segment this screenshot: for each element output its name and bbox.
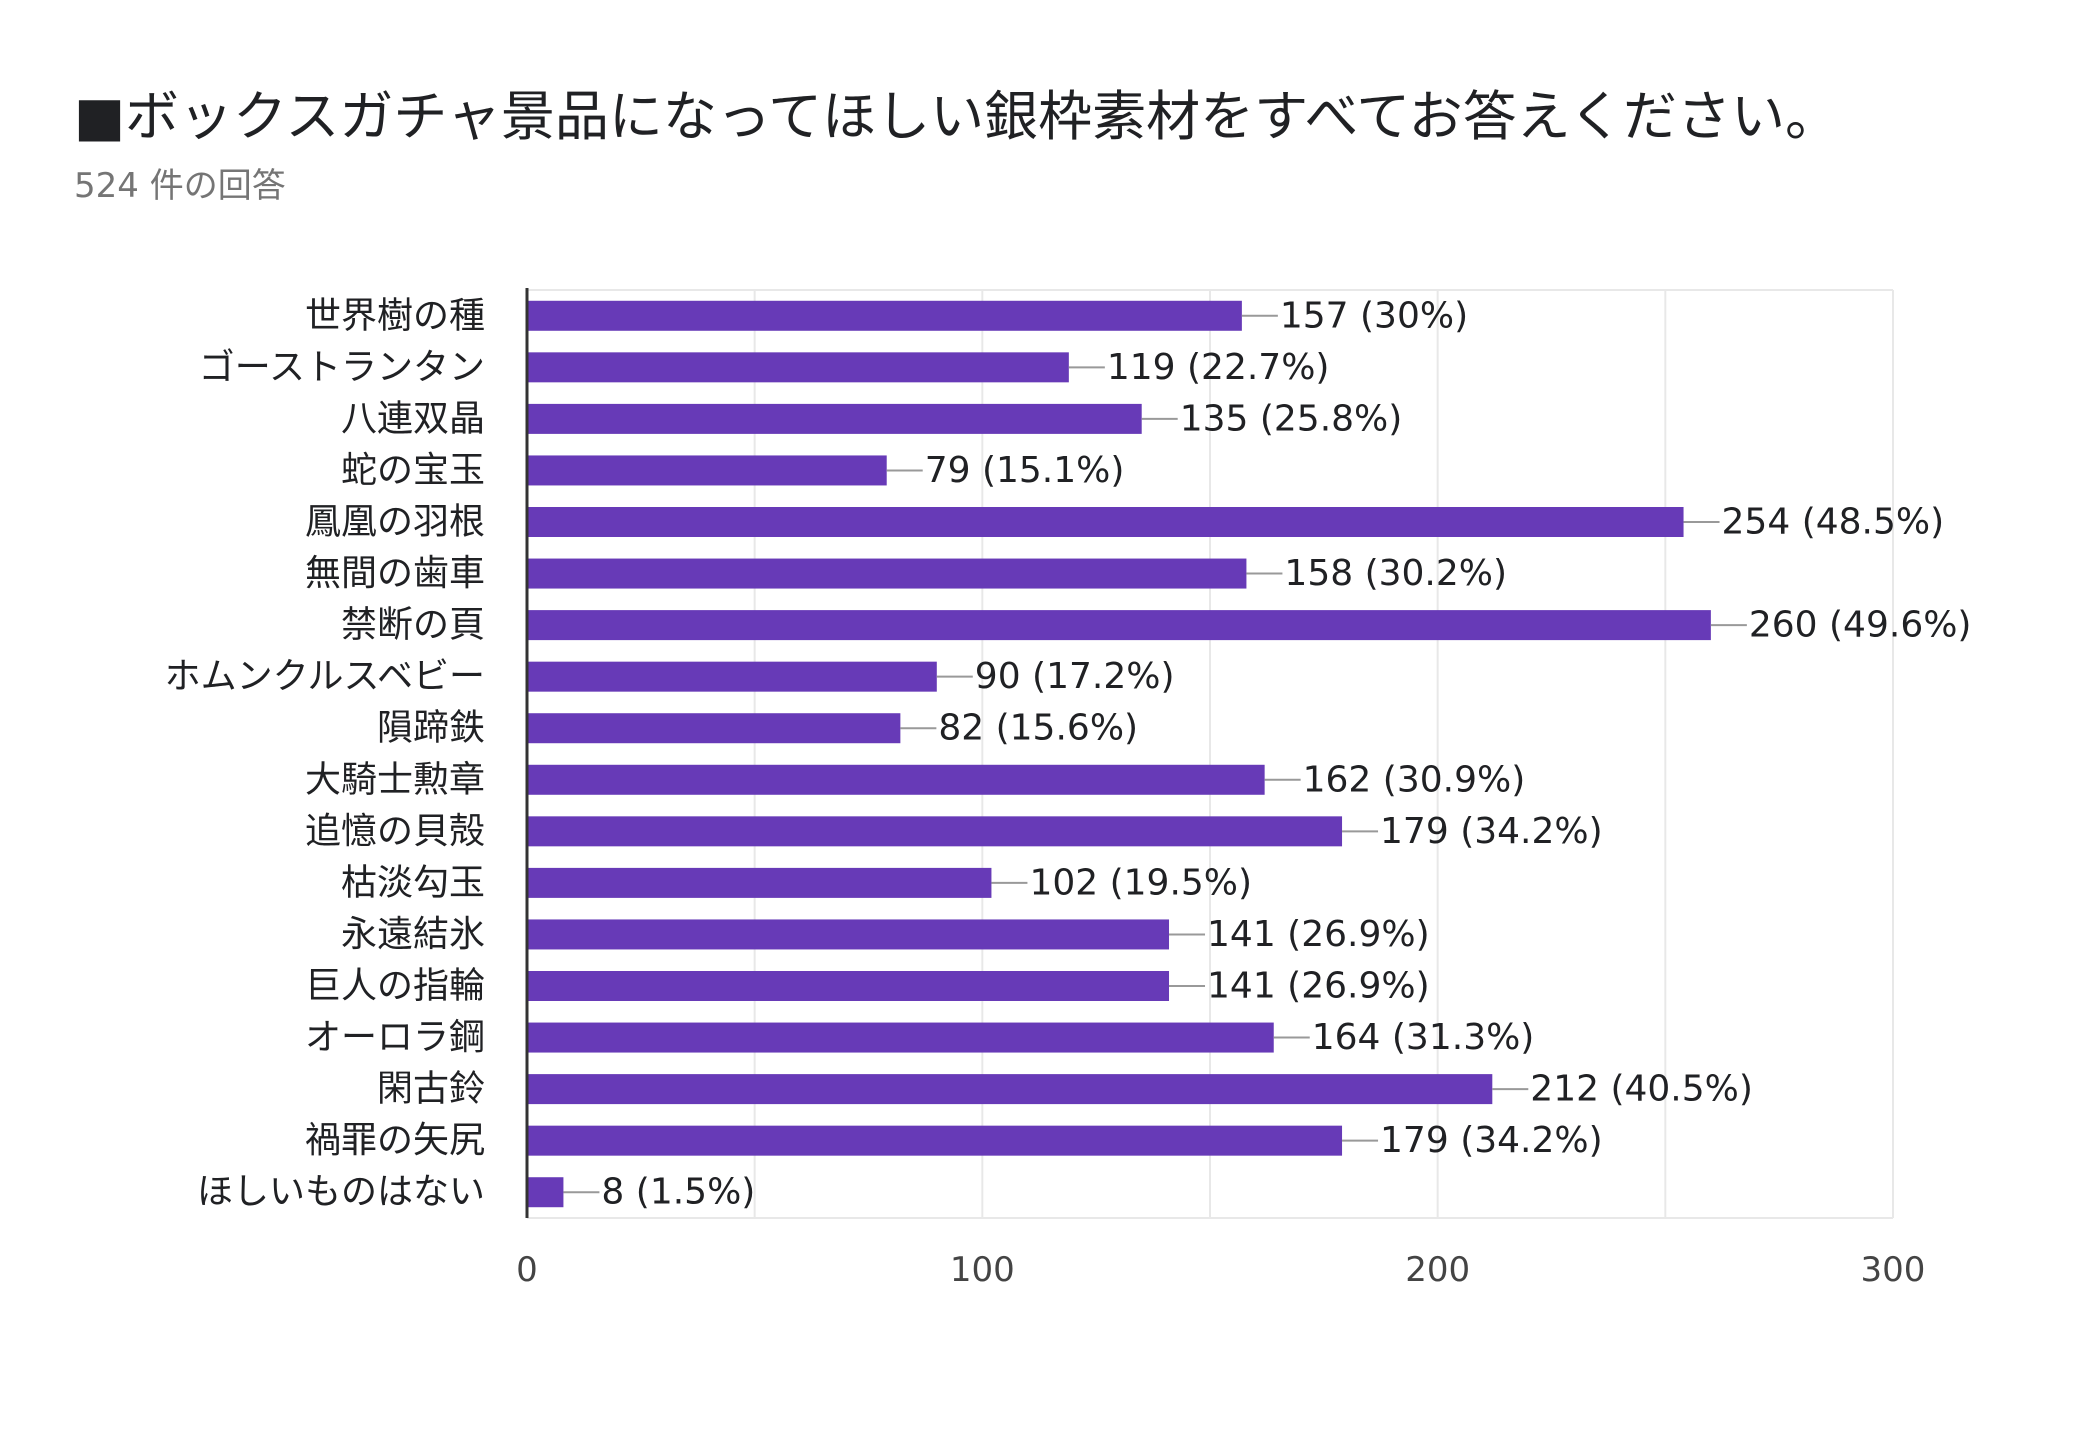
bar <box>527 352 1069 383</box>
x-tick-label: 0 <box>516 1250 538 1290</box>
data-label: 119 (22.7%) <box>1107 347 1330 388</box>
category-label: ホムンクルスベビー <box>165 656 485 697</box>
data-label: 179 (34.2%) <box>1380 811 1603 852</box>
bar <box>527 1022 1274 1053</box>
data-label: 158 (30.2%) <box>1284 553 1507 594</box>
category-label: 大騎士勲章 <box>305 759 485 800</box>
bar <box>527 558 1247 589</box>
bar <box>527 1074 1493 1105</box>
category-label: 枯淡勾玉 <box>341 862 485 903</box>
axes: 世界樹の種ゴーストランタン八連双晶蛇の宝玉鳳凰の羽根無間の歯車禁断の頁ホムンクル… <box>165 288 1926 1290</box>
bar <box>527 713 901 744</box>
bar <box>527 403 1142 434</box>
data-label: 141 (26.9%) <box>1207 914 1430 955</box>
category-label: ほしいものはない <box>197 1172 485 1213</box>
grid-lines <box>526 289 1894 1219</box>
data-label: 212 (40.5%) <box>1530 1069 1753 1110</box>
bar <box>527 764 1265 795</box>
bar <box>527 610 1711 641</box>
bars: 157 (30%) 119 (22.7%) 135 (25.8%) 79 (15.1%… <box>527 295 1972 1213</box>
category-label: 無間の歯車 <box>305 553 485 594</box>
x-tick-label: 100 <box>950 1250 1015 1290</box>
category-label: 永遠結氷 <box>341 914 485 955</box>
bar <box>527 816 1343 847</box>
category-label: 蛇の宝玉 <box>341 450 485 491</box>
data-label: 260 (49.6%) <box>1749 605 1972 646</box>
bar <box>527 300 1242 331</box>
bar <box>527 661 937 692</box>
category-label: オーロラ鋼 <box>305 1017 485 1058</box>
bar <box>527 507 1684 537</box>
category-label: ゴーストランタン <box>199 347 485 388</box>
category-label: 鳳凰の羽根 <box>305 502 485 543</box>
category-label: 禍罪の矢尻 <box>305 1120 485 1161</box>
category-label: 隕蹄鉄 <box>377 708 485 749</box>
chart-title: ■ボックスガチャ景品になってほしい銀枠素材をすべてお答えください。 <box>74 85 1839 148</box>
response-count: 524 件の回答 <box>74 166 286 206</box>
category-label: 禁断の頁 <box>341 605 485 646</box>
x-tick-label: 200 <box>1405 1250 1470 1290</box>
data-label: 135 (25.8%) <box>1180 398 1403 439</box>
data-label: 254 (48.5%) <box>1722 502 1945 543</box>
bar <box>527 1125 1343 1156</box>
category-label: 閑古鈴 <box>377 1069 485 1110</box>
data-label: 179 (34.2%) <box>1380 1120 1603 1161</box>
data-label: 79 (15.1%) <box>925 450 1125 491</box>
data-label: 82 (15.6%) <box>938 708 1138 749</box>
x-tick-label: 300 <box>1861 1250 1926 1290</box>
data-label: 157 (30%) <box>1280 295 1468 336</box>
bar <box>527 1177 564 1208</box>
category-label: 世界樹の種 <box>305 295 485 336</box>
bar <box>527 971 1170 1001</box>
bar <box>527 919 1170 950</box>
data-label: 164 (31.3%) <box>1312 1017 1535 1058</box>
category-label: 追憶の貝殻 <box>305 811 485 852</box>
category-label: 八連双晶 <box>341 398 485 439</box>
data-label: 102 (19.5%) <box>1029 862 1252 903</box>
category-label: 巨人の指輪 <box>305 966 485 1007</box>
data-label: 162 (30.9%) <box>1303 759 1526 800</box>
bar <box>527 867 992 898</box>
data-label: 141 (26.9%) <box>1207 966 1430 1007</box>
data-label: 8 (1.5%) <box>601 1172 755 1213</box>
data-label: 90 (17.2%) <box>975 656 1175 697</box>
bar <box>527 455 887 486</box>
